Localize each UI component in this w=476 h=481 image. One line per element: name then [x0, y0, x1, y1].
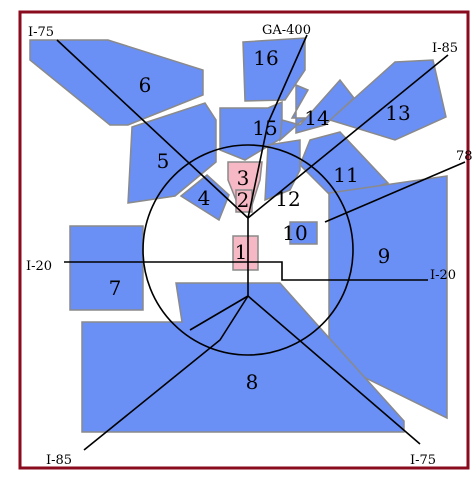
region-label-1: 1	[235, 240, 248, 264]
region-2[interactable]	[235, 189, 253, 213]
region-label-5: 5	[157, 149, 170, 173]
road-label-i75-nw: I-75	[28, 25, 54, 40]
region-7[interactable]	[69, 225, 144, 311]
region-label-4: 4	[198, 186, 211, 210]
road-labels: I-75 GA-400 I-85 78 I-20 I-20 I-85 I-75	[26, 23, 473, 468]
region-5[interactable]	[127, 102, 217, 204]
road-rt78	[324, 161, 466, 223]
road-label-ga400: GA-400	[262, 23, 311, 38]
roads	[56, 34, 466, 451]
region-label-13: 13	[385, 101, 410, 125]
road-i85-sw-spur	[189, 295, 249, 331]
region-label-2: 2	[237, 188, 250, 212]
region-label-9: 9	[378, 244, 391, 268]
perimeter-ring	[142, 144, 354, 356]
region-label-15: 15	[252, 116, 277, 140]
road-i85-ne	[247, 54, 449, 219]
road-i75-nw	[56, 39, 249, 219]
road-i85-sw	[83, 295, 249, 451]
region-14[interactable]	[279, 78, 356, 142]
region-4[interactable]	[179, 174, 230, 222]
road-label-i75-se: I-75	[410, 453, 436, 468]
region-label-3: 3	[237, 166, 250, 190]
road-label-i85-ne: I-85	[432, 41, 458, 56]
region-label-6: 6	[139, 73, 152, 97]
region-labels: 6 5 16 15 14 13 11 12 3 2 4 1 10 9 7 8	[109, 46, 411, 394]
road-i20	[64, 261, 428, 281]
region-label-11: 11	[333, 163, 358, 187]
region-label-16: 16	[253, 46, 278, 70]
region-9[interactable]	[328, 175, 448, 420]
region-16[interactable]	[242, 37, 306, 102]
road-i75-se	[247, 295, 421, 445]
road-label-i85-sw: I-85	[46, 453, 72, 468]
region-label-7: 7	[109, 276, 122, 300]
road-ga400	[247, 34, 308, 219]
region-label-8: 8	[246, 370, 259, 394]
road-label-78: 78	[456, 149, 473, 164]
region-label-14: 14	[304, 106, 329, 130]
region-8[interactable]	[81, 282, 405, 433]
road-label-i20-e: I-20	[430, 268, 456, 283]
road-label-i20-w: I-20	[26, 259, 52, 274]
region-label-12: 12	[275, 187, 300, 211]
region-6[interactable]	[29, 39, 204, 126]
region-10[interactable]	[289, 221, 318, 245]
region-label-10: 10	[282, 221, 307, 245]
